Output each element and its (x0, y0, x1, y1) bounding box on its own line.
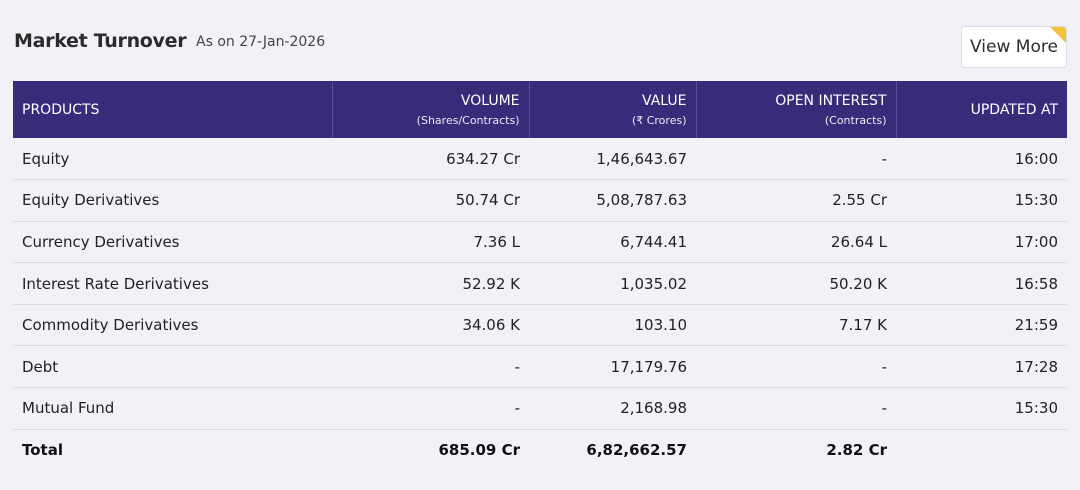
cell-value: 6,744.41 (620, 232, 687, 251)
cell-volume: 34.06 K (462, 316, 520, 335)
cell-value: 1,46,643.67 (596, 149, 687, 168)
table-row: Equity 634.27 Cr 1,46,643.67 - 16:00 (13, 138, 1067, 180)
total-volume: 685.09 Cr (438, 441, 520, 460)
cell-product: Equity (22, 149, 70, 168)
column-header-products: PRODUCTS (13, 81, 333, 138)
cell-updated-at: 17:00 (1014, 232, 1058, 251)
cell-volume: - (514, 357, 520, 376)
table-row: Interest Rate Derivatives 52.92 K 1,035.… (13, 263, 1067, 305)
cell-value: 5,08,787.63 (596, 191, 687, 210)
view-more-button[interactable]: View More (961, 26, 1067, 68)
cell-open-interest: 7.17 K (838, 316, 887, 335)
corner-accent-icon (1050, 27, 1066, 43)
cell-open-interest: - (881, 357, 887, 376)
market-turnover-header: Market Turnover As on 27-Jan-2026 View M… (14, 26, 1067, 70)
table-row: Commodity Derivatives 34.06 K 103.10 7.1… (13, 304, 1067, 346)
cell-product: Interest Rate Derivatives (22, 274, 209, 293)
total-label: Total (22, 441, 63, 460)
cell-open-interest: 26.64 L (830, 232, 887, 251)
cell-product: Currency Derivatives (22, 232, 180, 251)
column-header-updated-at: UPDATED AT (970, 101, 1058, 118)
table-row: Currency Derivatives 7.36 L 6,744.41 26.… (13, 221, 1067, 263)
cell-volume: 7.36 L (473, 232, 520, 251)
cell-product: Commodity Derivatives (22, 316, 199, 335)
total-open-interest: 2.82 Cr (826, 441, 887, 460)
total-row: Total 685.09 Cr 6,82,662.57 2.82 Cr (13, 429, 1067, 471)
as-on-date: As on 27-Jan-2026 (196, 34, 326, 50)
cell-open-interest: 2.55 Cr (832, 191, 887, 210)
table-row: Debt - 17,179.76 - 17:28 (13, 346, 1067, 388)
cell-value: 17,179.76 (610, 357, 687, 376)
table-row: Equity Derivatives 50.74 Cr 5,08,787.63 … (13, 180, 1067, 222)
cell-volume: 52.92 K (462, 274, 520, 293)
total-updated-at (896, 429, 1067, 471)
table-row: Mutual Fund - 2,168.98 - 15:30 (13, 388, 1067, 430)
total-value: 6,82,662.57 (586, 441, 687, 460)
column-header-open-interest: OPEN INTEREST (Contracts) (696, 81, 897, 138)
cell-open-interest: 50.20 K (829, 274, 887, 293)
cell-product: Debt (22, 357, 59, 376)
cell-value: 2,168.98 (620, 399, 687, 418)
cell-product: Mutual Fund (22, 399, 115, 418)
cell-updated-at: 16:58 (1014, 274, 1058, 293)
table-header-row: PRODUCTS VOLUME (Shares/Contracts) VALUE… (13, 81, 1067, 138)
cell-volume: - (514, 399, 520, 418)
cell-updated-at: 15:30 (1014, 191, 1058, 210)
view-more-label: View More (970, 37, 1058, 57)
cell-open-interest: - (881, 149, 887, 168)
cell-volume: 50.74 Cr (455, 191, 520, 210)
cell-value: 1,035.02 (620, 274, 687, 293)
cell-updated-at: 15:30 (1014, 399, 1058, 418)
cell-value: 103.10 (634, 316, 688, 335)
cell-product: Equity Derivatives (22, 191, 160, 210)
column-header-volume: VOLUME (Shares/Contracts) (332, 81, 530, 138)
cell-open-interest: - (881, 399, 887, 418)
cell-updated-at: 16:00 (1014, 149, 1058, 168)
column-header-value: VALUE (₹ Crores) (529, 81, 697, 138)
market-turnover-table: PRODUCTS VOLUME (Shares/Contracts) VALUE… (13, 81, 1067, 471)
cell-updated-at: 17:28 (1014, 357, 1058, 376)
page-title: Market Turnover (14, 30, 187, 52)
cell-volume: 634.27 Cr (446, 149, 520, 168)
cell-updated-at: 21:59 (1014, 316, 1058, 335)
